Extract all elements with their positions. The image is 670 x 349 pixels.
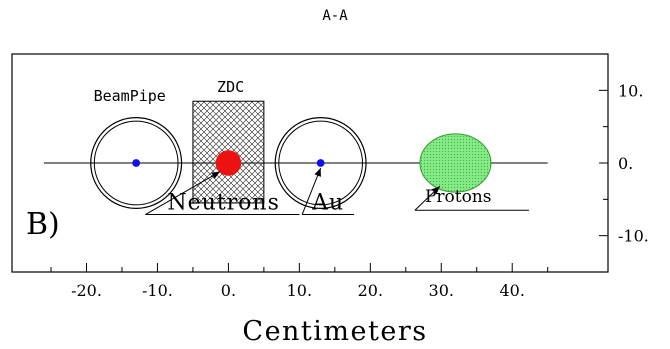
chart-marks: -20. -10. 0. 10. 20. 30. 40. 10. 0. -10. BeamPipe Z… [43, 53, 649, 300]
neutrons-spot [215, 150, 242, 176]
beampipe-outer [274, 116, 367, 210]
protons-spot [419, 133, 492, 193]
y-tick-label: 10. [618, 81, 643, 100]
beampipe-inner [278, 120, 364, 206]
annotation-au: Au [311, 191, 344, 216]
annotation-zdc: ZDC [217, 78, 244, 96]
beampipe-outer [90, 116, 183, 210]
x-tick-label: 20. [358, 281, 383, 300]
annotation-beampipe: BeamPipe [94, 87, 166, 105]
y-tick-label: 0. [618, 154, 633, 173]
au-beam-dot [132, 159, 141, 167]
x-tick-label: 30. [429, 281, 454, 300]
chart-title: A-A [322, 8, 348, 24]
panel-label: B) [26, 207, 60, 242]
annotation-protons: Protons [425, 187, 492, 207]
x-tick-label: 10. [287, 281, 312, 300]
protons-leader-head [431, 186, 440, 195]
x-tick-label: -10. [142, 281, 173, 300]
x-tick-label: 0. [221, 281, 236, 300]
y-tick-label: -10. [618, 227, 649, 246]
x-axis-label: Centimeters [242, 316, 427, 347]
au-beam-dot [316, 159, 325, 167]
au-leader-head [314, 168, 321, 177]
neutrons-leader-head [211, 171, 220, 179]
neutrons-leader [145, 171, 221, 215]
x-tick-label: 40. [499, 281, 524, 300]
annotation-neutrons: Neutrons [167, 191, 280, 216]
x-tick-label: -20. [71, 281, 102, 300]
beampipe-inner [93, 120, 179, 206]
au-leader [301, 167, 322, 215]
